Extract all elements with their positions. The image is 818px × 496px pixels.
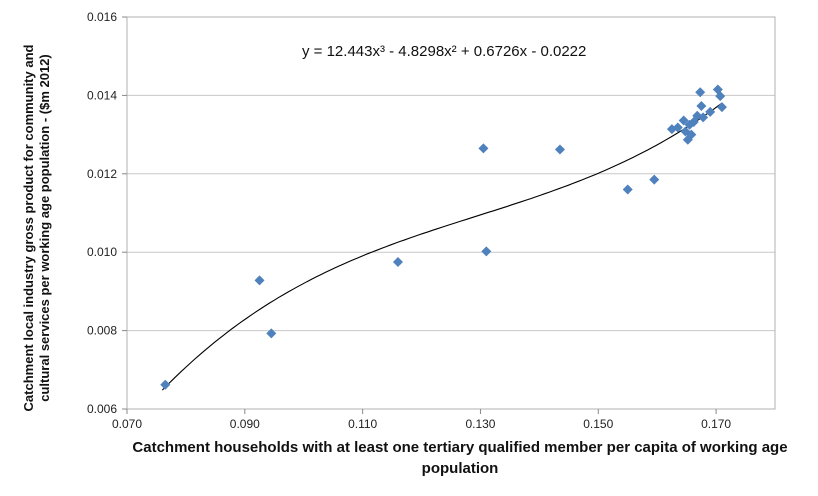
data-points (160, 84, 727, 390)
x-tick-label: 0.130 (465, 417, 495, 431)
y-tick-label: 0.006 (87, 402, 117, 416)
data-point (254, 275, 265, 286)
data-point (705, 106, 716, 117)
data-point (392, 257, 403, 267)
data-point (554, 144, 565, 155)
y-axis-label: Catchment local industry gross product f… (21, 44, 52, 412)
data-point (478, 143, 489, 154)
x-tick-label: 0.110 (348, 417, 377, 431)
y-tick-label: 0.012 (87, 167, 117, 181)
x-tick-label: 0.150 (583, 417, 613, 431)
x-tick-label: 0.090 (230, 417, 260, 431)
y-axis-ticks: 0.006 0.008 0.010 0.012 0.014 0.016 (87, 10, 127, 416)
plot-area-frame (126, 16, 776, 410)
x-axis-label: Catchment households with at least one t… (132, 439, 788, 477)
data-point (686, 129, 697, 140)
y-tick-label: 0.008 (87, 324, 117, 338)
x-tick-label: 0.170 (701, 417, 731, 431)
data-point (715, 91, 726, 102)
y-axis-label-box: Catchment local industry gross product f… (20, 32, 54, 424)
x-axis-ticks: 0.070 0.090 0.110 0.130 0.150 0.170 (112, 409, 731, 431)
y-tick-label: 0.014 (87, 88, 117, 102)
y-tick-label: 0.016 (87, 10, 117, 24)
trendline (161, 102, 723, 391)
y-tick-label: 0.010 (87, 245, 117, 259)
data-point (160, 379, 171, 390)
data-point (622, 184, 633, 195)
data-point (649, 174, 660, 185)
data-point (695, 87, 706, 98)
data-point (678, 115, 689, 126)
data-point (672, 122, 683, 133)
data-point (696, 100, 707, 111)
x-tick-label: 0.070 (112, 417, 142, 431)
gridlines (127, 94, 775, 332)
data-point (266, 328, 277, 339)
data-point (698, 112, 709, 123)
trendline-equation: y = 12.443x³ - 4.8298x² + 0.6726x - 0.02… (302, 43, 586, 60)
data-point (481, 246, 492, 257)
data-point (716, 102, 727, 113)
